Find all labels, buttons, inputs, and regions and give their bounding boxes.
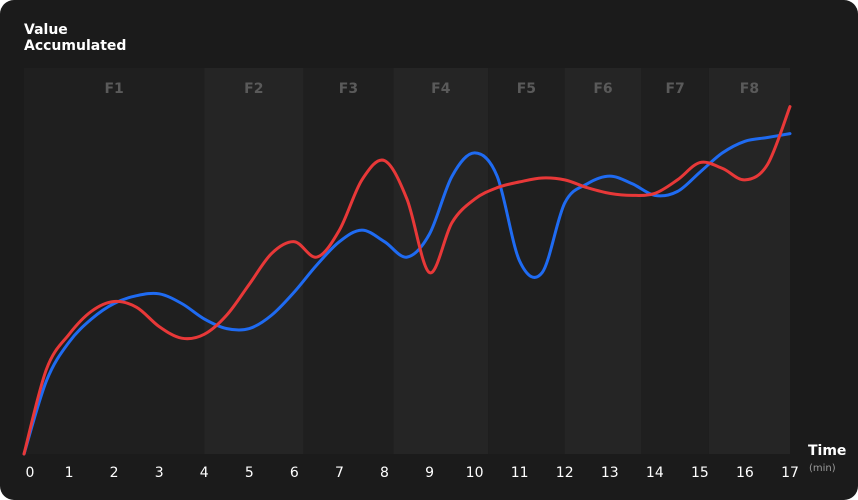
band-label-f7: F7 xyxy=(665,81,684,97)
band-label-f1: F1 xyxy=(104,81,123,97)
series-line-blue xyxy=(22,132,792,456)
x-tick-label: 6 xyxy=(290,465,299,481)
x-tick-label: 2 xyxy=(110,465,119,481)
y-axis-label: Value Accumulated xyxy=(24,22,127,54)
x-tick-label: 8 xyxy=(380,465,389,481)
series-line-red xyxy=(22,105,792,456)
x-axis-unit: (min) xyxy=(809,463,836,474)
band-f4 xyxy=(393,68,489,454)
x-tick-label: 15 xyxy=(691,465,709,481)
x-tick-label: 5 xyxy=(245,465,254,481)
x-tick-label: 11 xyxy=(511,465,529,481)
x-tick-label: 0 xyxy=(26,465,35,481)
x-tick-label: 1 xyxy=(65,465,74,481)
band-f8 xyxy=(708,68,790,454)
band-label-f5: F5 xyxy=(517,81,536,97)
band-f6 xyxy=(564,68,642,454)
x-axis-label: Time xyxy=(808,443,847,459)
x-tick-label: 4 xyxy=(200,465,209,481)
x-tick-label: 9 xyxy=(425,465,434,481)
x-tick-label: 13 xyxy=(601,465,619,481)
x-tick-label: 17 xyxy=(781,465,799,481)
x-tick-label: 10 xyxy=(466,465,484,481)
x-tick-label: 7 xyxy=(335,465,344,481)
band-label-f8: F8 xyxy=(740,81,759,97)
band-label-f2: F2 xyxy=(244,81,263,97)
x-tick-label: 16 xyxy=(736,465,754,481)
band-f2 xyxy=(204,68,304,454)
band-f7 xyxy=(641,68,709,454)
x-tick-label: 12 xyxy=(556,465,574,481)
band-f1 xyxy=(24,68,205,454)
band-label-f4: F4 xyxy=(431,81,451,97)
band-label-f6: F6 xyxy=(593,81,612,97)
x-tick-label: 14 xyxy=(646,465,664,481)
x-tick-label: 3 xyxy=(155,465,164,481)
band-f3 xyxy=(303,68,394,454)
band-label-f3: F3 xyxy=(339,81,358,97)
band-f5 xyxy=(488,68,565,454)
